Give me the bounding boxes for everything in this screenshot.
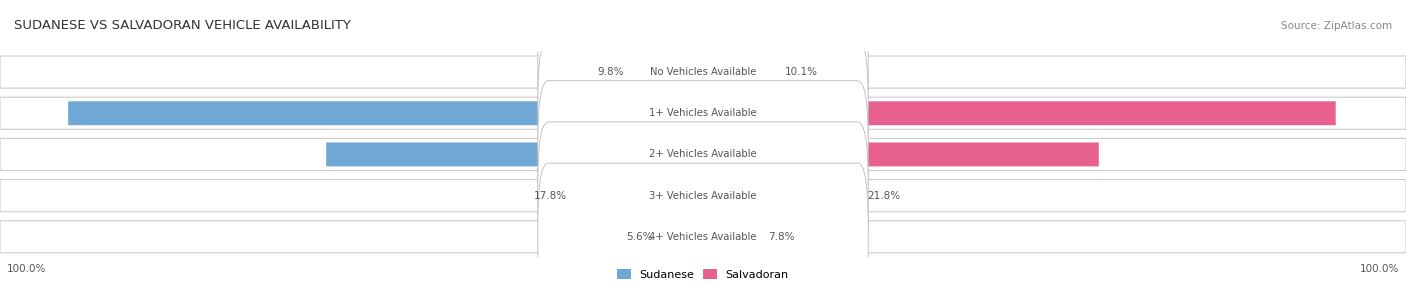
Text: 53.6%: 53.6% [10,150,46,159]
FancyBboxPatch shape [0,138,1406,170]
FancyBboxPatch shape [69,101,548,125]
Text: 4+ Vehicles Available: 4+ Vehicles Available [650,232,756,242]
FancyBboxPatch shape [858,142,1099,166]
Text: SUDANESE VS SALVADORAN VEHICLE AVAILABILITY: SUDANESE VS SALVADORAN VEHICLE AVAILABIL… [14,19,352,32]
FancyBboxPatch shape [326,142,548,166]
FancyBboxPatch shape [0,97,1406,129]
Text: 2+ Vehicles Available: 2+ Vehicles Available [650,150,756,159]
Text: 100.0%: 100.0% [1360,264,1399,274]
Legend: Sudanese, Salvadoran: Sudanese, Salvadoran [613,265,793,284]
FancyBboxPatch shape [0,56,1406,88]
Text: 7.8%: 7.8% [768,232,794,242]
Text: 3+ Vehicles Available: 3+ Vehicles Available [650,191,756,200]
FancyBboxPatch shape [0,180,1406,212]
Text: 90.3%: 90.3% [10,108,46,118]
FancyBboxPatch shape [0,221,1406,253]
FancyBboxPatch shape [537,81,869,228]
Text: No Vehicles Available: No Vehicles Available [650,67,756,77]
Text: 10.1%: 10.1% [785,67,817,77]
Text: 100.0%: 100.0% [7,264,46,274]
FancyBboxPatch shape [537,0,869,146]
Text: 90.0%: 90.0% [1360,108,1395,118]
FancyBboxPatch shape [537,122,869,269]
FancyBboxPatch shape [537,163,869,286]
Text: Source: ZipAtlas.com: Source: ZipAtlas.com [1281,21,1392,31]
Text: 1+ Vehicles Available: 1+ Vehicles Available [650,108,756,118]
Text: 21.8%: 21.8% [866,191,900,200]
Text: 5.6%: 5.6% [627,232,652,242]
Text: 17.8%: 17.8% [534,191,568,200]
Text: 9.8%: 9.8% [598,67,624,77]
FancyBboxPatch shape [858,101,1336,125]
Text: 56.3%: 56.3% [1360,150,1395,159]
FancyBboxPatch shape [537,39,869,187]
